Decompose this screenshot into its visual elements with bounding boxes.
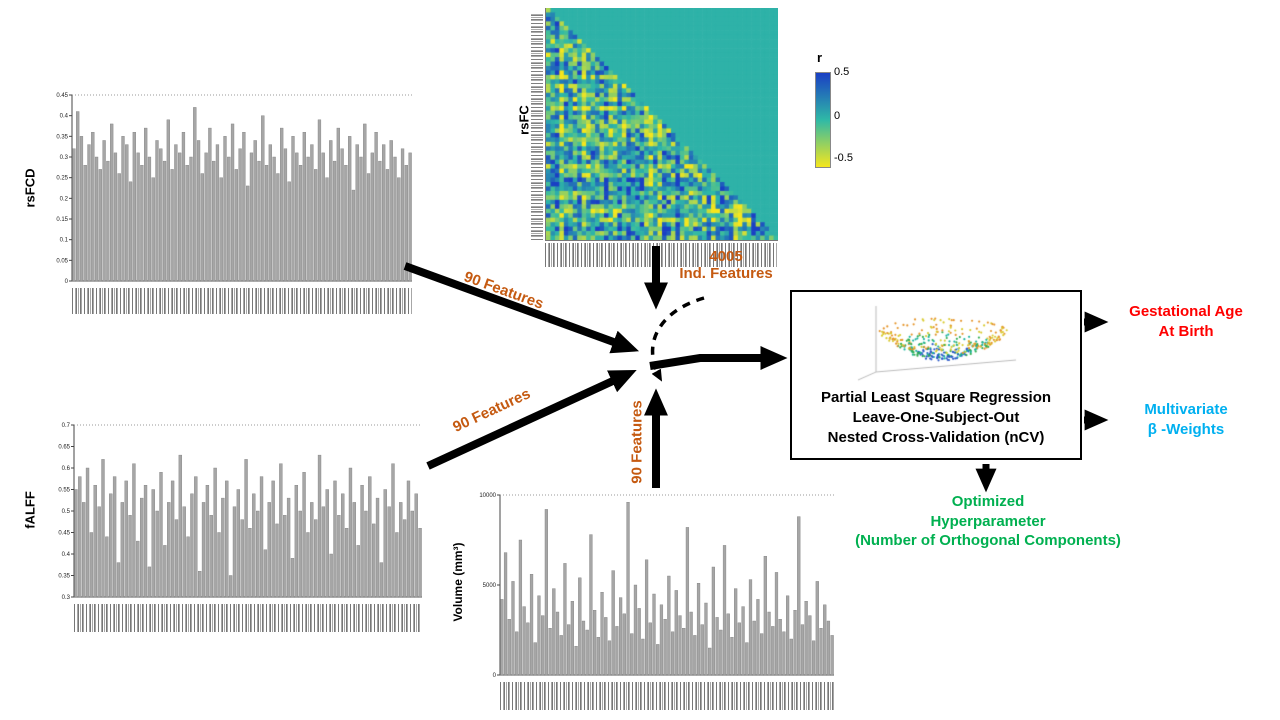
- svg-text:0.35: 0.35: [58, 574, 70, 580]
- rsfc-feature-count-line2: Ind. Features: [679, 265, 773, 283]
- svg-text:0: 0: [65, 279, 69, 285]
- svg-text:0.2: 0.2: [60, 196, 69, 202]
- arrow-merge-dashed: [650, 296, 705, 382]
- rsfcd-bar-chart: 0 0.05 0.1 0.15 0.2 0.25 0.3 0.35 0.4 0.45: [56, 93, 412, 285]
- output-gestational-line1: Gestational Age: [1129, 303, 1243, 320]
- svg-text:0.65: 0.65: [58, 445, 70, 451]
- rsfc-ytick-labels: [531, 12, 543, 240]
- svg-text:10000: 10000: [479, 493, 496, 499]
- falff-bar-chart: 0.3 0.35 0.4 0.45 0.5 0.55 0.6 0.65 0.7: [58, 423, 422, 601]
- colorbar-tick-max: 0.5: [834, 66, 850, 78]
- falff-xtick-labels: [74, 604, 422, 632]
- svg-text:0.5: 0.5: [62, 509, 71, 515]
- svg-text:0.6: 0.6: [62, 466, 71, 472]
- rsfc-feature-count-line1: 4005: [709, 248, 743, 265]
- pls-regression-box: Partial Least Square Regression Leave-On…: [790, 290, 1082, 460]
- falff-feature-count-label: 90 Features: [450, 385, 534, 436]
- output-hyper-line1: Optimized: [951, 493, 1025, 510]
- output-hyper-line3: (Number of Orthogonal Components): [855, 532, 1121, 549]
- volume-axis-label: Volume (mm³): [451, 542, 465, 622]
- volume-xtick-labels: [500, 682, 834, 710]
- output-gestational-line2: At Birth: [1158, 322, 1214, 340]
- output-weights-line2: β -Weights: [1147, 420, 1225, 438]
- rsfc-axis-label: rsFC: [516, 105, 532, 135]
- pls-box-line1: Partial Least Square Regression: [820, 389, 1052, 406]
- output-beta-weights: Multivariate β -Weights: [1098, 400, 1274, 439]
- output-hyper-line2: Hyperparameter: [930, 512, 1046, 530]
- svg-text:0.05: 0.05: [56, 258, 68, 264]
- volume-bar-chart: 0 5000 10000: [479, 493, 834, 679]
- svg-text:0.25: 0.25: [56, 176, 68, 182]
- volume-feature-count-label: 90 Features: [628, 400, 646, 484]
- output-gestational-age: Gestational Age At Birth: [1098, 302, 1274, 341]
- output-weights-line1: Multivariate: [1144, 401, 1228, 418]
- svg-text:5000: 5000: [483, 583, 497, 589]
- svg-text:0.7: 0.7: [62, 423, 71, 429]
- rsfcd-axis-label: rsFCD: [22, 168, 38, 208]
- svg-text:0.15: 0.15: [56, 217, 68, 223]
- rsfc-feature-count-label: 4005 Ind. Features: [664, 248, 788, 283]
- rsfcd-xtick-labels: [72, 288, 412, 314]
- rsfc-correlation-matrix: [545, 8, 778, 241]
- output-optimized-hyperparameter: Optimized Hyperparameter (Number of Orth…: [832, 492, 1144, 551]
- svg-text:0.4: 0.4: [62, 552, 71, 558]
- svg-text:0.45: 0.45: [58, 531, 70, 537]
- svg-text:0.45: 0.45: [56, 93, 68, 99]
- arrow-merge-to-pls-box: [649, 346, 788, 370]
- colorbar: [815, 72, 831, 168]
- svg-text:0.35: 0.35: [56, 134, 68, 140]
- falff-axis-label: fALFF: [22, 491, 38, 529]
- colorbar-tick-mid: 0: [834, 110, 841, 122]
- pls-box-line2: Leave-One-Subject-Out: [852, 408, 1020, 426]
- svg-text:0.4: 0.4: [60, 114, 69, 120]
- svg-text:0.1: 0.1: [60, 238, 69, 244]
- pls-3d-scatter-plot: [848, 294, 1024, 382]
- svg-text:0.3: 0.3: [60, 155, 69, 161]
- svg-text:0.55: 0.55: [58, 488, 70, 494]
- svg-text:0: 0: [493, 673, 497, 679]
- arrow-rsfcd-to-merge: [403, 262, 640, 354]
- pls-box-line3: Nested Cross-Validation (nCV): [827, 428, 1045, 446]
- colorbar-title: r: [817, 50, 823, 65]
- colorbar-tick-min: -0.5: [834, 152, 853, 164]
- rsfcd-feature-count-label: 90 Features: [461, 268, 546, 313]
- svg-text:0.3: 0.3: [62, 595, 71, 601]
